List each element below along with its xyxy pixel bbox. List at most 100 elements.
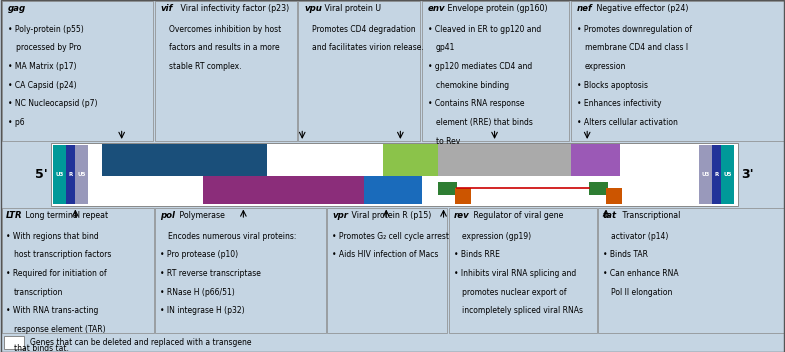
Bar xyxy=(699,145,712,204)
Text: Promotes CD4 degradation: Promotes CD4 degradation xyxy=(312,25,416,34)
Bar xyxy=(589,182,608,195)
Text: • Inhibits viral RNA splicing and: • Inhibits viral RNA splicing and xyxy=(454,269,576,278)
Text: LTR: LTR xyxy=(6,211,23,220)
Bar xyxy=(598,208,784,333)
Text: • NC Nucleocapsid (p7): • NC Nucleocapsid (p7) xyxy=(8,99,97,108)
Text: Envelope protein (gp160): Envelope protein (gp160) xyxy=(445,4,547,13)
Text: expression (gp19): expression (gp19) xyxy=(462,232,531,241)
Bar xyxy=(438,144,620,176)
Text: U5: U5 xyxy=(77,172,86,177)
Text: Long terminal repeat: Long terminal repeat xyxy=(24,211,108,220)
Bar xyxy=(66,145,75,204)
Text: • Binds TAR: • Binds TAR xyxy=(603,250,648,259)
Bar xyxy=(721,145,734,204)
Text: to Rev: to Rev xyxy=(436,137,460,146)
Text: • Can enhance RNA: • Can enhance RNA xyxy=(603,269,678,278)
Bar xyxy=(53,145,66,204)
Bar xyxy=(712,145,721,204)
Text: host transcription factors: host transcription factors xyxy=(14,250,111,259)
Bar xyxy=(571,1,784,141)
Bar xyxy=(449,208,597,333)
Text: Overcomes inhibition by host: Overcomes inhibition by host xyxy=(169,25,281,34)
Text: • Contains RNA response: • Contains RNA response xyxy=(428,99,524,108)
Text: • Blocks apoptosis: • Blocks apoptosis xyxy=(577,81,648,90)
Text: • Alters cellular activation: • Alters cellular activation xyxy=(577,118,678,127)
Text: transcription: transcription xyxy=(14,288,64,297)
Bar xyxy=(2,208,154,333)
Text: 3': 3' xyxy=(741,168,754,181)
Bar xyxy=(51,143,738,206)
Bar xyxy=(298,1,420,141)
Text: gag: gag xyxy=(42,0,53,1)
Text: pol: pol xyxy=(160,211,175,220)
Text: • Aids HIV infection of Macs: • Aids HIV infection of Macs xyxy=(332,250,439,259)
Bar xyxy=(2,1,153,141)
Text: R: R xyxy=(68,172,72,177)
Text: • Binds RRE: • Binds RRE xyxy=(454,250,499,259)
Text: • IN integrase H (p32): • IN integrase H (p32) xyxy=(160,306,245,315)
Text: processed by Pro: processed by Pro xyxy=(16,43,81,52)
Text: and facilitates virion release.: and facilitates virion release. xyxy=(312,43,424,52)
Bar xyxy=(606,188,622,204)
Text: • Promotes G₂ cell cycle arrest: • Promotes G₂ cell cycle arrest xyxy=(332,232,449,241)
Text: • Pro protease (p10): • Pro protease (p10) xyxy=(160,250,239,259)
Text: • Cleaved in ER to gp120 and: • Cleaved in ER to gp120 and xyxy=(428,25,541,34)
Text: gag: gag xyxy=(8,4,26,13)
Text: R: R xyxy=(714,172,718,177)
Text: Polymerase: Polymerase xyxy=(177,211,225,220)
Text: U3: U3 xyxy=(701,172,710,177)
Bar xyxy=(203,176,400,204)
Text: • p6: • p6 xyxy=(8,118,24,127)
Text: • Enhances infectivity: • Enhances infectivity xyxy=(577,99,662,108)
Text: Viral protein R (p15): Viral protein R (p15) xyxy=(349,211,431,220)
Text: that binds tat.: that binds tat. xyxy=(14,344,69,352)
Bar xyxy=(155,208,326,333)
Text: Transcriptional: Transcriptional xyxy=(620,211,681,220)
Text: tat: tat xyxy=(603,211,617,220)
Text: • Required for initiation of: • Required for initiation of xyxy=(6,269,107,278)
Bar xyxy=(438,182,457,195)
Text: response element (TAR): response element (TAR) xyxy=(14,325,106,334)
Text: rev: rev xyxy=(454,211,469,220)
Text: Genes that can be deleted and replaced with a transgene: Genes that can be deleted and replaced w… xyxy=(30,338,251,347)
Text: • MA Matrix (p17): • MA Matrix (p17) xyxy=(8,62,76,71)
Text: incompletely spliced viral RNAs: incompletely spliced viral RNAs xyxy=(462,306,582,315)
Text: 5': 5' xyxy=(35,168,48,181)
Text: chemokine binding: chemokine binding xyxy=(436,81,509,90)
Text: Pol II elongation: Pol II elongation xyxy=(611,288,672,297)
Text: Encodes numerous viral proteins:: Encodes numerous viral proteins: xyxy=(168,232,297,241)
Text: membrane CD4 and class I: membrane CD4 and class I xyxy=(585,43,688,52)
Bar xyxy=(327,208,447,333)
Text: • RNase H (p66/51): • RNase H (p66/51) xyxy=(160,288,235,297)
Text: • Poly-protein (p55): • Poly-protein (p55) xyxy=(8,25,83,34)
Text: gp41: gp41 xyxy=(436,43,455,52)
Text: activator (p14): activator (p14) xyxy=(611,232,668,241)
Text: nef: nef xyxy=(577,4,593,13)
Text: vpr: vpr xyxy=(332,211,348,220)
Text: • With regions that bind: • With regions that bind xyxy=(6,232,99,241)
Bar xyxy=(455,188,471,204)
Text: U3: U3 xyxy=(55,172,64,177)
Text: Viral infectivity factor (p23): Viral infectivity factor (p23) xyxy=(178,4,289,13)
Text: • gp120 mediates CD4 and: • gp120 mediates CD4 and xyxy=(428,62,532,71)
Text: • RT reverse transcriptase: • RT reverse transcriptase xyxy=(160,269,261,278)
Text: promotes nuclear export of: promotes nuclear export of xyxy=(462,288,566,297)
Bar xyxy=(4,336,24,349)
Text: • With RNA trans-acting: • With RNA trans-acting xyxy=(6,306,99,315)
Bar xyxy=(383,144,440,176)
Bar xyxy=(571,144,620,176)
Text: stable RT complex.: stable RT complex. xyxy=(169,62,241,71)
Bar xyxy=(102,144,267,176)
Text: factors and results in a more: factors and results in a more xyxy=(169,43,279,52)
Bar xyxy=(364,176,422,204)
Text: vpu: vpu xyxy=(305,4,323,13)
Bar xyxy=(155,1,297,141)
Bar xyxy=(422,1,569,141)
Text: expression: expression xyxy=(585,62,626,71)
Text: • CA Capsid (p24): • CA Capsid (p24) xyxy=(8,81,76,90)
Text: env: env xyxy=(428,4,445,13)
Text: Negative effector (p24): Negative effector (p24) xyxy=(594,4,688,13)
Bar xyxy=(75,145,88,204)
Text: vif: vif xyxy=(161,4,173,13)
Text: element (RRE) that binds: element (RRE) that binds xyxy=(436,118,532,127)
